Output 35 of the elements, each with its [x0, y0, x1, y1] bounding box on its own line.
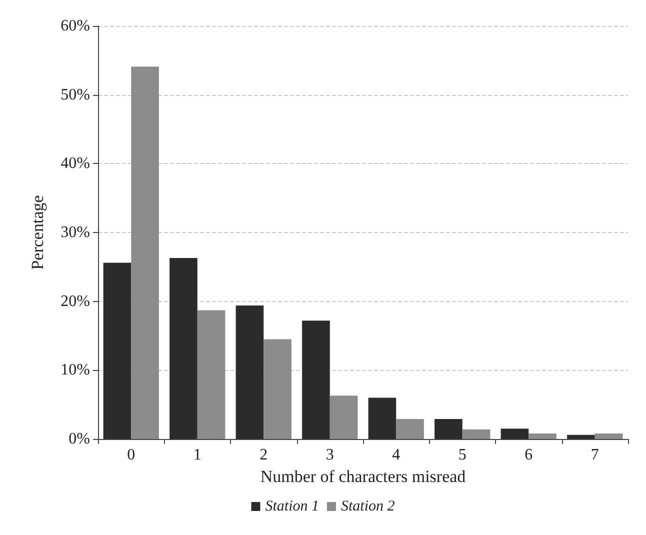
x-tick-label: 3 [326, 446, 334, 464]
legend-label: Station 2 [341, 498, 396, 514]
x-tick-label: 4 [392, 446, 400, 464]
bar [500, 428, 529, 439]
x-tick-label: 6 [524, 446, 533, 464]
y-tick-label: 60% [60, 18, 90, 34]
bar [434, 419, 462, 439]
bar [264, 339, 292, 439]
legend-label: Station 1 [265, 498, 320, 514]
bar [197, 310, 226, 439]
bar [131, 66, 159, 439]
bar [594, 433, 623, 439]
bar [528, 433, 556, 439]
bar [330, 396, 358, 439]
y-tick-label: 40% [60, 155, 90, 172]
y-tick-label: 10% [60, 362, 90, 379]
bar [302, 320, 330, 439]
y-tick-label: 50% [60, 86, 90, 104]
bar [396, 419, 424, 439]
x-tick-label: 2 [260, 446, 268, 464]
x-tick-label: 1 [193, 446, 202, 464]
x-tick-label: 7 [590, 446, 599, 464]
bar [567, 434, 595, 439]
bar [170, 258, 198, 439]
y-tick-label: 20% [60, 292, 90, 310]
x-tick-label: 0 [127, 446, 136, 464]
bar [368, 398, 396, 439]
y-tick-label: 0% [68, 430, 90, 448]
bar [103, 262, 132, 439]
bar [236, 305, 264, 439]
x-axis-title: Number of characters misread [260, 466, 466, 486]
y-axis-title: Percentage [28, 195, 47, 270]
x-tick-label: 5 [458, 446, 466, 464]
y-tick-label: 30% [60, 224, 90, 241]
bar [462, 429, 490, 439]
